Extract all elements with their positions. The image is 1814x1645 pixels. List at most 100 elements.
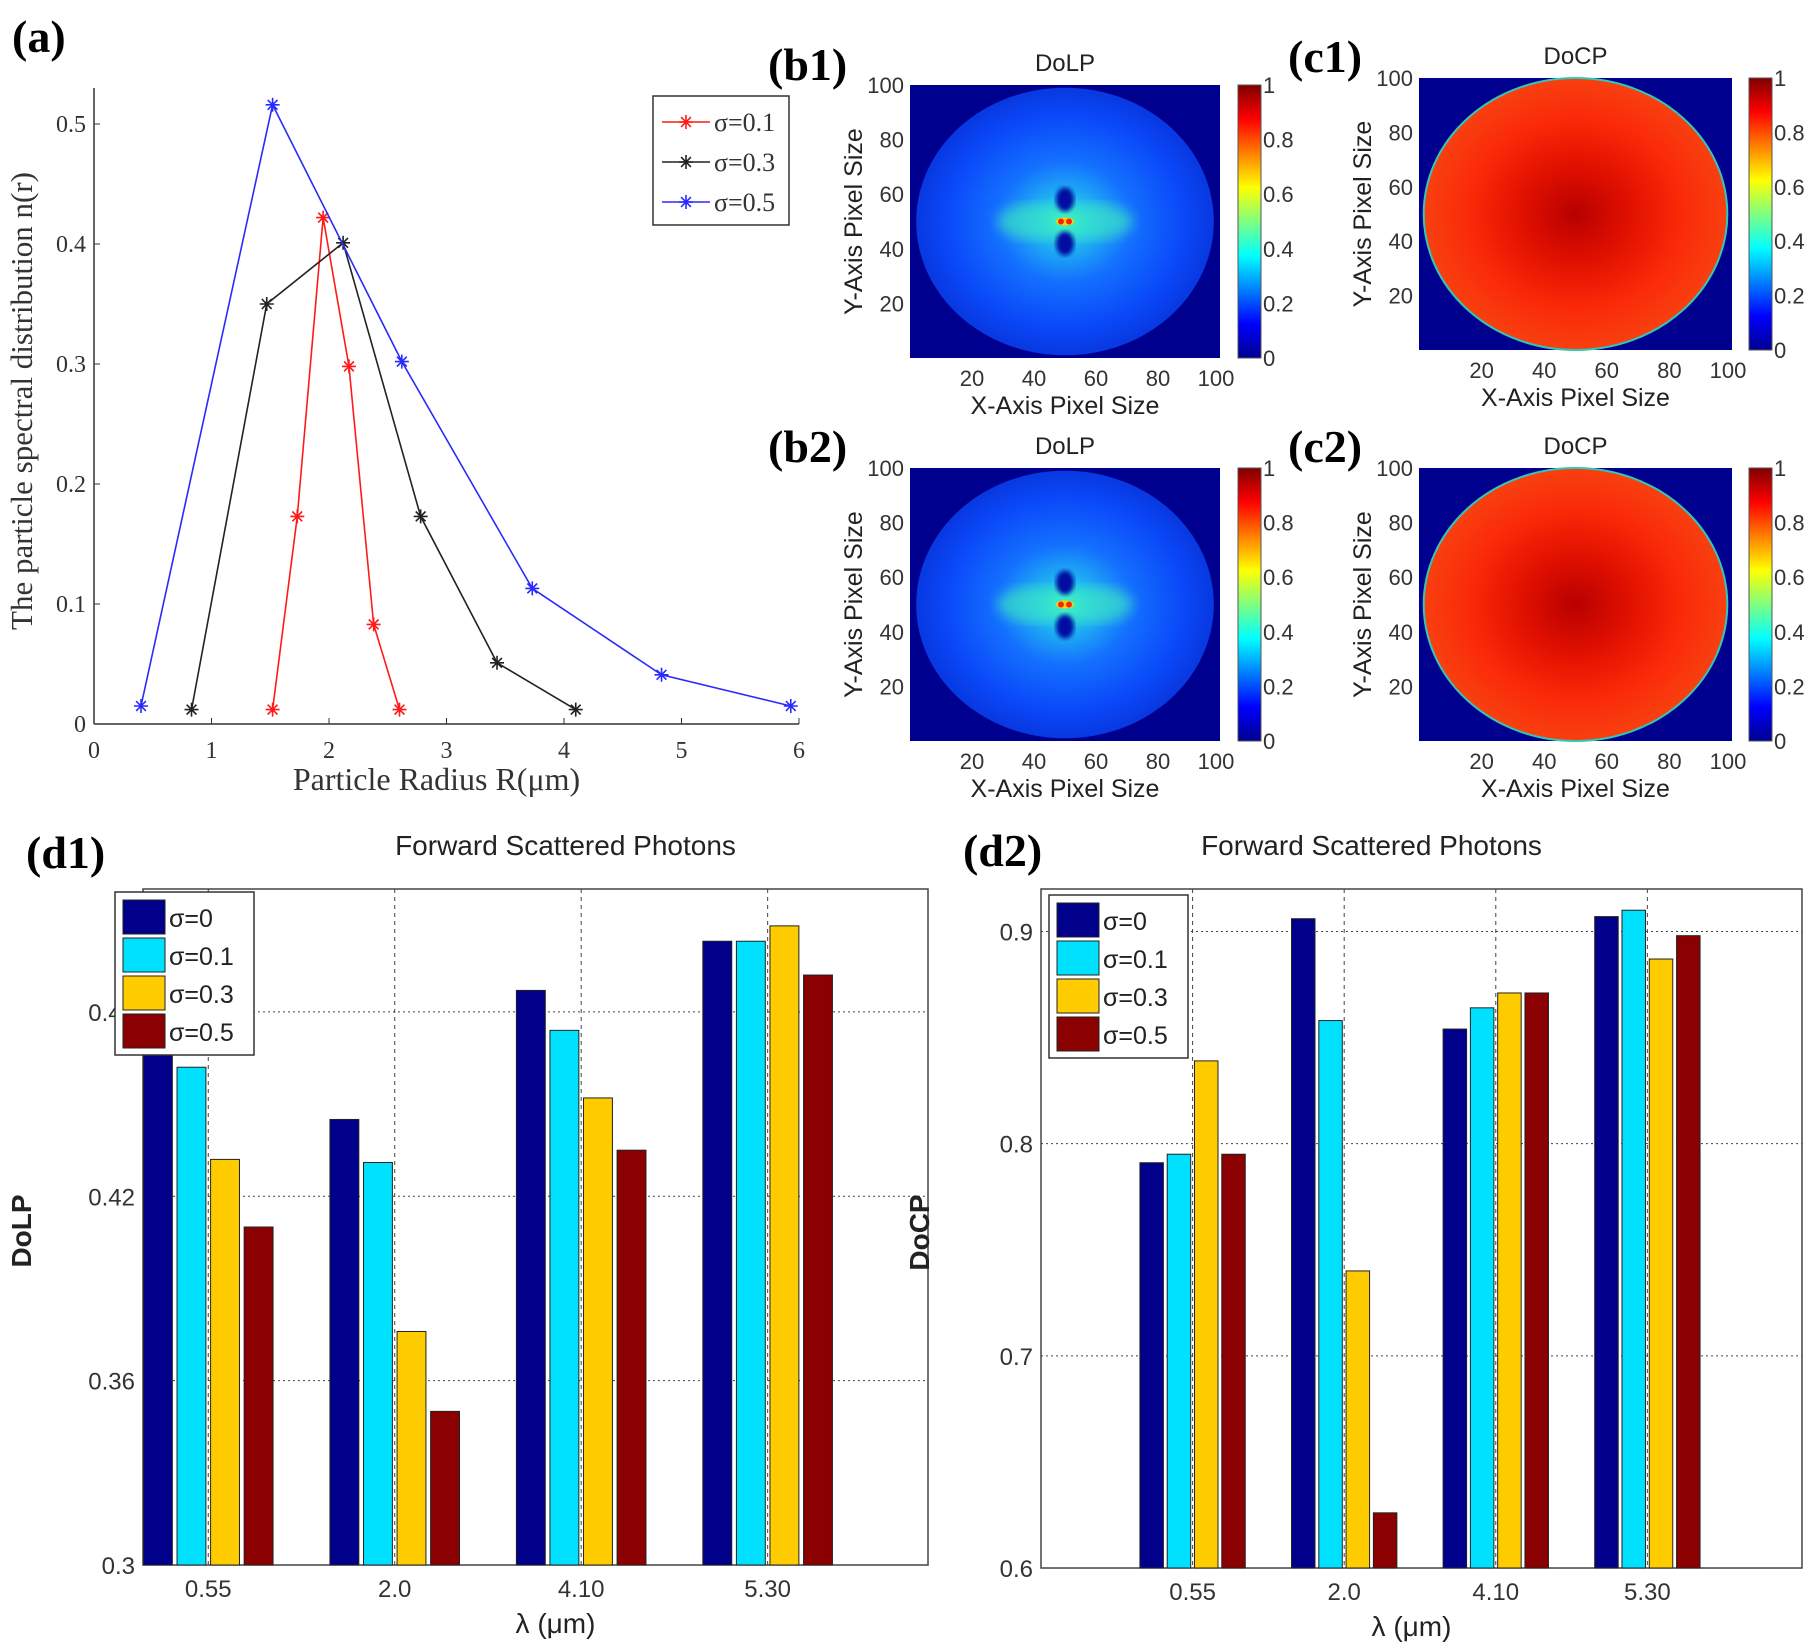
data-point-marker — [265, 702, 280, 717]
y-axis-label: DoLP — [6, 1194, 37, 1267]
legend-box — [652, 95, 790, 226]
chart-d2: Forward Scattered Photons 0.6 0.7 0.8 0.9 0.5… — [904, 830, 1803, 1642]
colorbar-tick-label: 0.8 — [1774, 120, 1805, 145]
bar — [1221, 1153, 1246, 1569]
colorbar: 0 0.2 0.4 0.6 0.8 1 — [1237, 456, 1294, 754]
legend-label: σ=0 — [169, 905, 213, 933]
x-tick-label: 2 — [323, 738, 335, 764]
legend-label: σ=0.1 — [714, 108, 775, 137]
legend-label: σ=0.5 — [714, 188, 775, 217]
bar — [243, 1226, 274, 1566]
y-axis-label: Y-Axis Pixel Size — [840, 511, 868, 698]
x-tick-label: 60 — [1595, 749, 1619, 774]
y-tick-label: 100 — [867, 73, 904, 98]
legend-label: σ=0.3 — [714, 148, 775, 177]
x-tick-label: 80 — [1146, 749, 1170, 774]
bar — [210, 1158, 240, 1566]
bar — [803, 974, 833, 1566]
data-point-marker — [679, 155, 693, 169]
data-point-marker — [525, 581, 540, 596]
colorbar-tick-label: 0.8 — [1263, 511, 1294, 536]
y-tick-label: 20 — [1389, 674, 1413, 699]
bar — [769, 925, 800, 1566]
legend-label: σ=0.3 — [1103, 984, 1168, 1012]
x-tick-label: 5.30 — [744, 1576, 791, 1603]
chart-c1: DoCP 20 40 60 80 100 20 40 60 80 100 X-Axis Pixel S… — [1349, 43, 1805, 412]
bar — [1676, 935, 1701, 1569]
legend: σ=0 σ=0.1 σ=0.3 σ=0.5 — [1048, 894, 1189, 1059]
x-tick-label: 20 — [960, 749, 984, 774]
x-axis-label: X-Axis Pixel Size — [971, 392, 1160, 420]
data-point-marker — [290, 509, 305, 524]
dolp-center-peak — [1058, 218, 1064, 225]
bar — [702, 940, 733, 1566]
heatmap-title: DoLP — [1035, 433, 1095, 460]
colorbar-tick-label: 0.2 — [1263, 674, 1294, 699]
dolp-lobe — [997, 586, 1077, 623]
x-tick-label: 4.10 — [1472, 1579, 1519, 1606]
x-tick-label: 0 — [88, 738, 100, 764]
data-point-marker — [490, 655, 505, 670]
y-tick-label: 80 — [1389, 120, 1413, 145]
panel-label-a: (a) — [12, 11, 66, 62]
dolp-lobe — [1053, 586, 1133, 623]
dolp-center-peak — [1058, 601, 1064, 608]
y-tick-label: 0.8 — [1000, 1132, 1033, 1159]
colorbar-tick-label: 0.4 — [1774, 620, 1805, 645]
colorbar-tick-label: 0.8 — [1774, 511, 1805, 536]
colorbar-tick-label: 1 — [1774, 456, 1786, 481]
chart-title: Forward Scattered Photons — [395, 830, 736, 861]
data-point-marker — [341, 359, 356, 374]
bar — [1621, 909, 1646, 1569]
x-tick-label: 40 — [1532, 358, 1556, 383]
data-point-marker — [265, 97, 280, 112]
data-point-marker — [413, 509, 428, 524]
legend: σ=0 σ=0.1 σ=0.3 σ=0.5 — [114, 891, 255, 1056]
legend-swatch — [122, 1013, 166, 1049]
x-tick-label: 40 — [1532, 749, 1556, 774]
y-axis-label: Y-Axis Pixel Size — [1349, 121, 1377, 308]
colorbar-tick-label: 1 — [1263, 456, 1275, 481]
y-tick-label: 40 — [880, 620, 904, 645]
y-tick-label: 20 — [880, 674, 904, 699]
bar — [515, 989, 546, 1566]
y-tick-label: 100 — [867, 456, 904, 481]
x-axis-label: X-Axis Pixel Size — [1481, 384, 1670, 412]
colorbar-tick-label: 1 — [1263, 73, 1275, 98]
legend-swatch — [1056, 902, 1100, 938]
colorbar: 0 0.2 0.4 0.6 0.8 1 — [1748, 66, 1805, 363]
x-tick-label: 60 — [1084, 366, 1108, 391]
x-tick-label: 80 — [1657, 358, 1681, 383]
x-tick-label: 60 — [1595, 358, 1619, 383]
y-tick-label: 60 — [880, 182, 904, 207]
colorbar-tick-label: 0.6 — [1774, 175, 1805, 200]
legend-label: σ=0.5 — [169, 1019, 234, 1047]
x-axis-label: λ (μm) — [1372, 1611, 1452, 1642]
bar — [735, 940, 766, 1566]
chart-c2: DoCP 20 40 60 80 100 20 40 60 80 100 X-Axis Pixel S… — [1349, 433, 1805, 803]
y-axis-label: Y-Axis Pixel Size — [1349, 511, 1377, 698]
dolp-lobe — [1053, 203, 1133, 240]
x-tick-label: 0.55 — [1169, 1579, 1216, 1606]
x-tick-label: 6 — [793, 738, 805, 764]
x-tick-label: 80 — [1146, 366, 1170, 391]
data-point-marker — [392, 702, 407, 717]
x-tick-label: 100 — [1710, 358, 1747, 383]
dolp-dark-spot — [1056, 231, 1074, 256]
data-point-marker — [336, 235, 351, 250]
bar — [1648, 958, 1674, 1569]
bar — [1524, 992, 1549, 1569]
x-tick-label: 0.55 — [185, 1576, 232, 1603]
series-1 — [184, 235, 583, 717]
colorbar-gradient — [1748, 467, 1773, 742]
bar — [1469, 1007, 1495, 1569]
y-tick-label: 60 — [1389, 565, 1413, 590]
bar — [1442, 1028, 1468, 1569]
bar — [1139, 1162, 1164, 1569]
bar — [1291, 918, 1316, 1569]
bar — [430, 1410, 461, 1566]
colorbar-tick-label: 0.4 — [1263, 237, 1294, 262]
y-tick-label: 0.7 — [1000, 1344, 1033, 1371]
bar — [616, 1149, 647, 1566]
